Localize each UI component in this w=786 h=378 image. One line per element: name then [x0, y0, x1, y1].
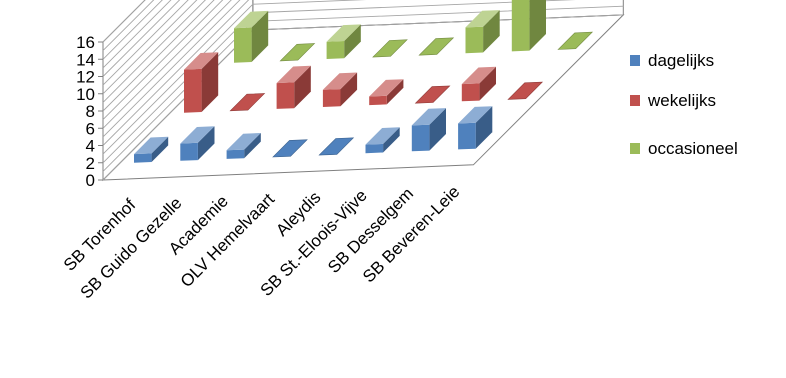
gridline — [102, 0, 198, 95]
y-tick-label: 2 — [86, 154, 95, 173]
gridline — [102, 0, 155, 51]
gridline — [102, 0, 224, 120]
legend: dagelijks wekelijks occasioneel — [630, 51, 738, 158]
bar-dagelijks-4 — [318, 137, 355, 156]
y-tick-label: 4 — [86, 137, 95, 156]
gridline — [102, 0, 215, 112]
legend-swatch — [630, 55, 640, 66]
bar-wekelijks-1 — [229, 93, 266, 112]
bar-dagelijks-1 — [180, 126, 215, 161]
y-tick-label: 6 — [86, 119, 95, 138]
y-tick-label: 0 — [86, 171, 95, 190]
gridline — [102, 0, 189, 86]
bar-wekelijks-6 — [461, 66, 496, 102]
legend-label: wekelijks — [647, 91, 716, 110]
plot-area — [134, 0, 594, 163]
bar-occasioneel-3 — [372, 39, 408, 58]
bar-wekelijks-3 — [322, 72, 358, 107]
gridline — [102, 0, 241, 138]
legend-swatch — [630, 95, 640, 106]
gridline — [102, 0, 181, 77]
y-tick-label: 8 — [86, 102, 95, 121]
legend-item-wekelijks: wekelijks — [630, 91, 716, 110]
gridline — [102, 0, 367, 155]
legend-label: dagelijks — [648, 51, 714, 70]
y-tick-label: 12 — [76, 68, 95, 87]
legend-item-dagelijks: dagelijks — [630, 51, 714, 70]
bar-wekelijks-5 — [414, 85, 451, 104]
legend-item-occasioneel: occasioneel — [630, 139, 738, 158]
bar-dagelijks-6 — [411, 108, 446, 152]
bar-dagelijks-3 — [272, 139, 308, 158]
bar-dagelijks-7 — [458, 106, 493, 150]
legend-label: occasioneel — [648, 139, 738, 158]
bar-occasioneel-0 — [234, 10, 269, 63]
y-tick-label: 14 — [76, 50, 95, 69]
bar-occasioneel-1 — [279, 43, 316, 62]
bar-wekelijks-4 — [369, 79, 404, 106]
gridline — [102, 0, 172, 69]
bar-occasioneel-6 — [511, 0, 546, 52]
y-tick-label: 10 — [76, 85, 95, 104]
bar-occasioneel-7 — [557, 31, 594, 50]
bar-dagelijks-5 — [365, 127, 400, 154]
bar-occasioneel-5 — [465, 10, 500, 54]
back-wall — [252, 0, 624, 31]
bar-wekelijks-2 — [276, 65, 311, 109]
bar-dagelijks-0 — [134, 136, 169, 163]
gridline — [102, 0, 206, 103]
bar-wekelijks-7 — [507, 81, 544, 100]
bar-occasioneel-4 — [418, 37, 455, 56]
bar-dagelijks-2 — [226, 133, 261, 159]
bar-wekelijks-0 — [184, 52, 219, 113]
gridline — [102, 0, 250, 146]
gridline — [102, 0, 163, 60]
y-tick-label: 16 — [76, 33, 95, 52]
legend-swatch — [630, 143, 640, 154]
bar-occasioneel-2 — [326, 24, 361, 59]
gridline — [102, 0, 232, 129]
